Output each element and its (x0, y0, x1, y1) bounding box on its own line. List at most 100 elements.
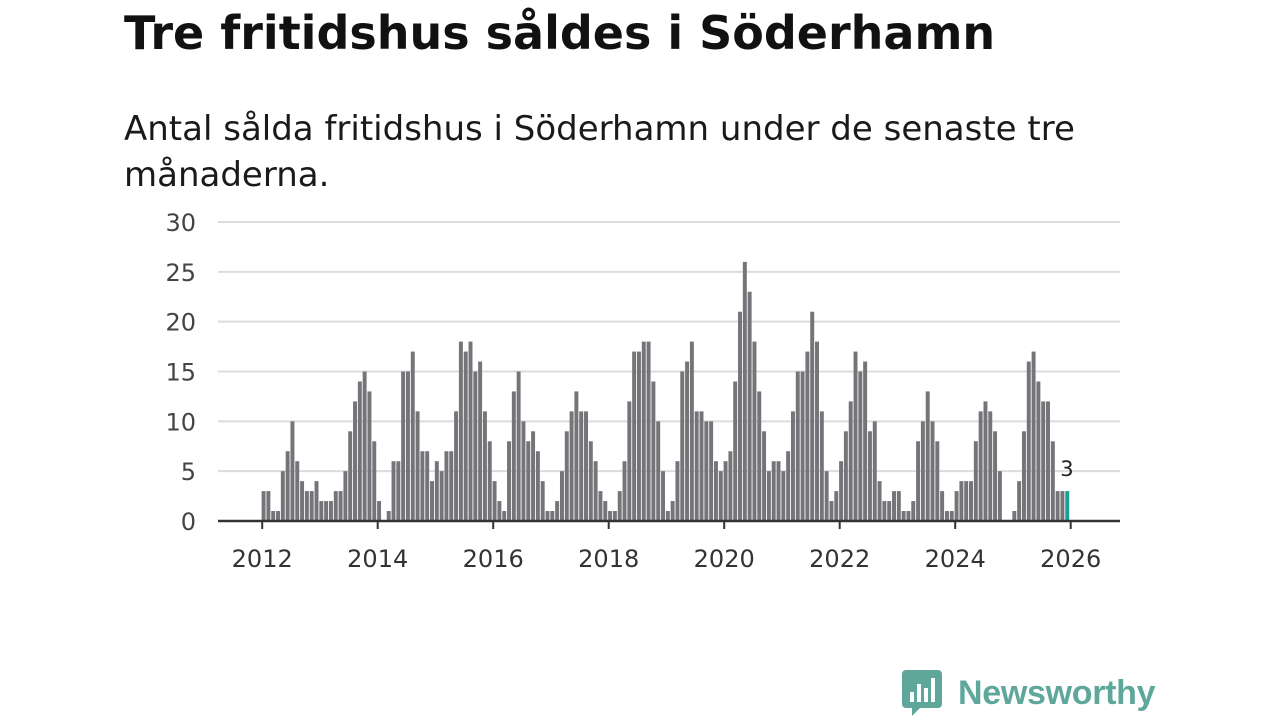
bar (531, 431, 536, 521)
bar (410, 351, 415, 521)
bar (473, 371, 478, 521)
bar (805, 351, 810, 521)
bar (829, 501, 834, 521)
bar (738, 311, 742, 521)
bar (328, 501, 333, 521)
bar (261, 491, 266, 521)
bar (993, 431, 998, 521)
bar (651, 381, 656, 521)
bar (771, 461, 776, 521)
bar (800, 371, 805, 521)
bar (550, 511, 555, 521)
bar (612, 511, 617, 521)
bar (338, 491, 343, 521)
bar (377, 501, 382, 521)
bar (468, 341, 473, 521)
bar (699, 411, 704, 521)
bar (1050, 441, 1055, 521)
bar (444, 451, 449, 521)
bar-chart-speech-bubble-icon (902, 670, 942, 716)
bar (343, 471, 348, 521)
bar (646, 341, 651, 521)
bar (935, 441, 940, 521)
bar (685, 361, 690, 521)
bar (314, 481, 319, 521)
x-tick-label: 2020 (694, 545, 755, 573)
bar (391, 461, 396, 521)
bar (988, 411, 993, 521)
bar (925, 391, 930, 521)
bar (1026, 361, 1031, 521)
bar (983, 401, 988, 521)
bar (709, 421, 714, 521)
bar (280, 471, 285, 521)
bar (482, 411, 487, 521)
bar (430, 481, 434, 521)
bar (372, 441, 377, 521)
bar (434, 461, 439, 521)
bar (901, 511, 906, 521)
bar (795, 371, 800, 521)
bar (661, 471, 665, 521)
x-tick-label: 2018 (578, 545, 639, 573)
bar (309, 491, 314, 521)
bar (295, 461, 300, 521)
bar (319, 501, 324, 521)
bar (516, 371, 521, 521)
bar (949, 511, 954, 521)
bar (848, 401, 853, 521)
bar (603, 501, 608, 521)
bar (574, 391, 579, 521)
bar (454, 411, 459, 521)
bar (420, 451, 425, 521)
bar (593, 461, 598, 521)
bar (564, 431, 569, 521)
bar (502, 511, 507, 521)
bar (824, 471, 829, 521)
bar (636, 351, 641, 521)
bar (790, 411, 795, 521)
bar (887, 501, 892, 521)
y-tick-label: 10 (165, 408, 196, 436)
bar (579, 411, 584, 521)
bar (559, 471, 564, 521)
chart-title: Tre fritidshus såldes i Söderhamn (124, 6, 996, 60)
bar (969, 481, 973, 521)
bar (1055, 491, 1060, 521)
bar (882, 501, 887, 521)
bar (834, 491, 839, 521)
bar (680, 371, 685, 521)
bar (670, 501, 675, 521)
bar (704, 421, 709, 521)
bar (521, 421, 526, 521)
bar (819, 411, 824, 521)
bar (964, 481, 969, 521)
bar (694, 411, 699, 521)
bar (872, 421, 877, 521)
bar (656, 421, 661, 521)
bar (617, 491, 622, 521)
bar (810, 311, 815, 521)
bar (1041, 401, 1046, 521)
bar (766, 471, 771, 521)
bar (285, 451, 290, 521)
bar (584, 411, 588, 521)
bar (978, 411, 983, 521)
y-tick-label: 25 (165, 259, 196, 287)
bar (362, 371, 367, 521)
bar (555, 501, 560, 521)
bar (348, 431, 353, 521)
bar (839, 461, 844, 521)
bar (1060, 491, 1065, 521)
bar (425, 451, 430, 521)
x-tick-label: 2014 (347, 545, 408, 573)
bar (1046, 401, 1050, 521)
bar (478, 361, 483, 521)
bar (608, 511, 613, 521)
bar (415, 411, 420, 521)
bar (386, 511, 391, 521)
bar (526, 441, 531, 521)
x-tick-label: 2024 (925, 545, 986, 573)
bar (867, 431, 872, 521)
